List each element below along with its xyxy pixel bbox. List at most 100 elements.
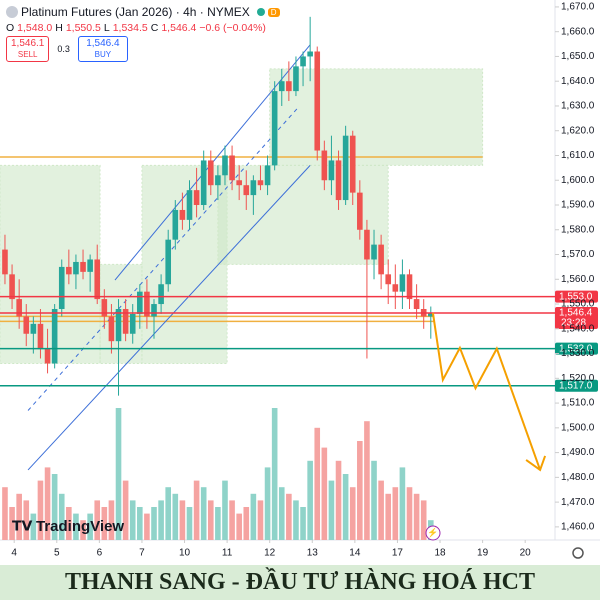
ohlc-value: 1,546.4 xyxy=(161,22,197,34)
y-tick-label: 1,500.0 xyxy=(561,422,595,433)
y-tick-label: 1,570.0 xyxy=(561,249,595,260)
volume-bar xyxy=(158,500,164,540)
volume-bar xyxy=(300,507,306,540)
volume-bar xyxy=(172,493,179,540)
x-tick-label: 4 xyxy=(11,548,17,559)
header: Platinum Futures (Jan 2026) · 4h · NYMEX… xyxy=(6,4,280,62)
logo-text: TradingView xyxy=(36,518,124,535)
candle-body xyxy=(243,185,250,196)
volume-bar xyxy=(392,487,399,540)
price-time: 23:28 xyxy=(561,318,586,329)
candle-body xyxy=(413,299,420,309)
ohlc-value: 1,548.0 xyxy=(17,22,53,34)
x-tick-label: 5 xyxy=(54,548,60,559)
volume-bar xyxy=(37,480,44,540)
volume-bar xyxy=(151,507,157,540)
candle-body xyxy=(144,291,150,317)
y-tick-label: 1,490.0 xyxy=(561,447,595,458)
volume-bar xyxy=(314,427,321,540)
candle-body xyxy=(314,51,321,151)
volume-bar xyxy=(129,500,136,540)
candle-body xyxy=(385,274,392,285)
volume-bar xyxy=(215,507,221,540)
candle-body xyxy=(321,150,328,181)
volume-bar xyxy=(349,487,356,540)
volume-bar xyxy=(94,500,101,540)
candle-body xyxy=(215,175,221,186)
buy-button[interactable]: 1,546.4 BUY xyxy=(77,36,128,62)
candle-body xyxy=(271,91,278,166)
volume-bar xyxy=(144,513,150,540)
x-tick-label: 19 xyxy=(477,548,489,559)
banner: THANH SANG - ĐẦU TƯ HÀNG HOÁ HCT xyxy=(0,565,600,600)
y-tick-label: 1,620.0 xyxy=(561,125,595,136)
spread: 0.3 xyxy=(57,44,70,54)
volume-bar xyxy=(364,421,370,540)
volume-bar xyxy=(371,460,377,540)
candle-body xyxy=(357,192,363,230)
volume-bar xyxy=(328,480,335,540)
candle-body xyxy=(349,135,356,193)
change: −0.6 (−0.04%) xyxy=(199,22,266,34)
volume-bar xyxy=(321,447,328,540)
candle-body xyxy=(307,51,313,57)
price-label-box xyxy=(555,379,598,392)
volume-bar xyxy=(30,513,37,540)
volume-bar xyxy=(264,467,271,540)
candle-body xyxy=(165,239,172,285)
volume-bar xyxy=(165,487,172,540)
status-dot xyxy=(256,8,265,16)
volume-bar xyxy=(186,507,193,540)
x-tick-label: 18 xyxy=(434,548,446,559)
volume-bar xyxy=(137,507,143,540)
ohlc-label: C xyxy=(150,22,159,34)
candle-body xyxy=(236,180,242,186)
y-tick-label: 1,550.0 xyxy=(561,299,595,310)
candle-body xyxy=(2,249,8,275)
volume-bar xyxy=(278,487,285,540)
ohlc-label: L xyxy=(103,22,110,34)
x-tick-label: 14 xyxy=(349,548,361,559)
volume-bar xyxy=(101,507,108,540)
zone xyxy=(269,68,484,166)
lightning-icon: ⚡ xyxy=(427,526,438,538)
volume-bar xyxy=(73,513,79,540)
volume-bar xyxy=(293,500,299,540)
candle-body xyxy=(342,135,349,201)
volume-bar xyxy=(16,493,22,540)
volume-bar xyxy=(2,487,8,540)
sell-button[interactable]: 1,546.1 SELL xyxy=(6,36,50,62)
buy-label: BUY xyxy=(94,50,112,59)
y-tick-label: 1,660.0 xyxy=(561,26,595,37)
y-tick-label: 1,460.0 xyxy=(561,522,595,533)
candle-body xyxy=(207,160,214,186)
candle-body xyxy=(186,190,193,220)
volume-bar xyxy=(122,480,129,540)
candle-body xyxy=(51,308,58,364)
candle-body xyxy=(335,160,342,201)
price-label: 1,553.0 xyxy=(559,291,593,302)
volume-bar xyxy=(413,493,420,540)
channel-line xyxy=(27,165,311,471)
price-label: 1,546.4 xyxy=(559,308,593,319)
candle-body xyxy=(364,229,370,260)
ohlc-label: H xyxy=(55,22,63,34)
candle-body xyxy=(58,266,65,309)
candle-body xyxy=(9,274,15,300)
candle-body xyxy=(371,244,377,260)
volume-bar xyxy=(87,513,93,540)
volume-bar xyxy=(250,493,257,540)
volume-bar xyxy=(179,500,186,540)
y-tick-label: 1,610.0 xyxy=(561,150,595,161)
y-tick-label: 1,540.0 xyxy=(561,323,595,334)
candle-body xyxy=(94,259,101,300)
y-tick-label: 1,480.0 xyxy=(561,472,595,483)
y-tick-label: 1,530.0 xyxy=(561,348,595,359)
lightning-button[interactable] xyxy=(425,525,441,541)
candle-body xyxy=(257,180,264,186)
y-tick-label: 1,560.0 xyxy=(561,274,595,285)
volume-bar xyxy=(200,487,207,540)
settings-button[interactable] xyxy=(572,547,584,559)
zone xyxy=(217,164,389,265)
